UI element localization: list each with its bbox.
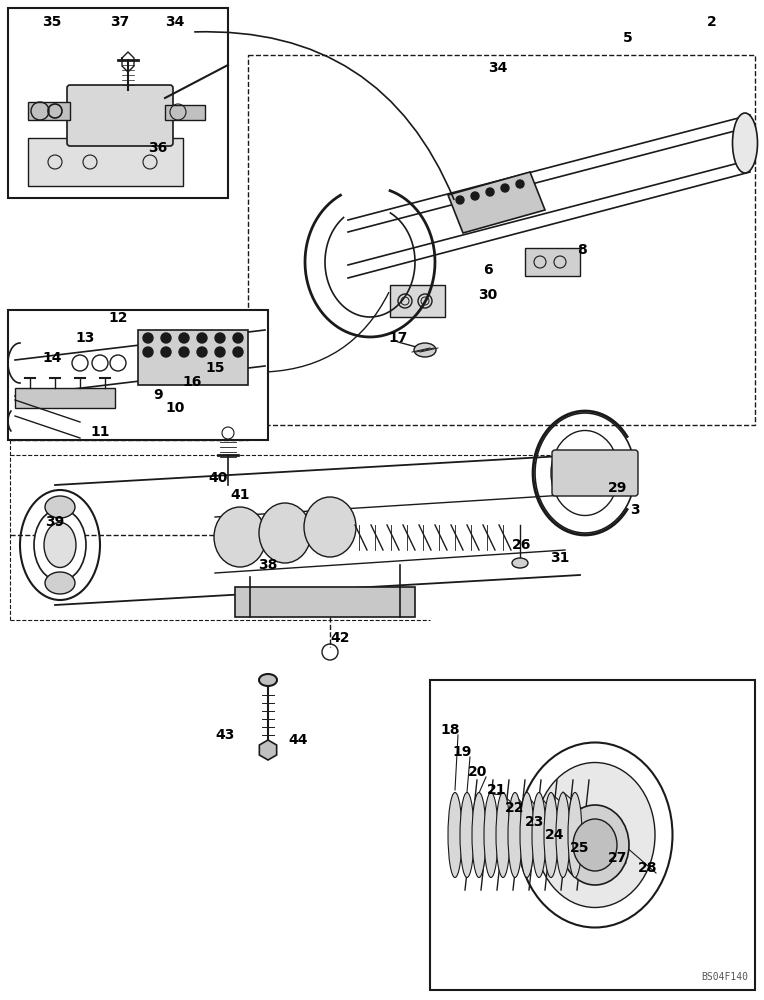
Ellipse shape: [259, 674, 277, 686]
Ellipse shape: [484, 792, 498, 878]
Ellipse shape: [259, 503, 311, 563]
Text: 10: 10: [165, 401, 185, 415]
Bar: [28, 102, 70, 120]
Text: 40: 40: [209, 471, 228, 485]
Bar: [28, 138, 183, 186]
Text: 15: 15: [206, 361, 225, 375]
Text: 9: 9: [154, 388, 163, 402]
Bar: [15, 388, 115, 408]
Circle shape: [486, 188, 494, 196]
Text: 24: 24: [545, 828, 565, 842]
Ellipse shape: [460, 792, 474, 878]
Bar: [165, 105, 205, 120]
Text: 34: 34: [165, 15, 185, 29]
Text: 44: 44: [288, 733, 308, 747]
Text: 38: 38: [258, 558, 277, 572]
Ellipse shape: [496, 792, 510, 878]
Text: 35: 35: [42, 15, 62, 29]
Bar: [8, 8, 228, 198]
Text: 8: 8: [577, 243, 587, 257]
Circle shape: [233, 347, 243, 357]
Circle shape: [143, 333, 153, 343]
Ellipse shape: [44, 522, 76, 568]
Ellipse shape: [733, 113, 757, 173]
Text: BS04F140: BS04F140: [701, 972, 748, 982]
Ellipse shape: [45, 496, 75, 518]
Ellipse shape: [214, 507, 266, 567]
Ellipse shape: [573, 819, 617, 871]
Text: 22: 22: [505, 801, 525, 815]
Bar: [138, 330, 248, 385]
Text: 31: 31: [550, 551, 570, 565]
Text: 42: 42: [330, 631, 350, 645]
Bar: [525, 248, 580, 276]
Text: 43: 43: [215, 728, 235, 742]
Circle shape: [215, 333, 225, 343]
Text: 39: 39: [45, 515, 65, 529]
Bar: [430, 680, 755, 990]
Text: 34: 34: [488, 61, 508, 75]
Text: 14: 14: [42, 351, 62, 365]
Text: 5: 5: [623, 31, 633, 45]
Ellipse shape: [508, 792, 522, 878]
Text: 30: 30: [478, 288, 497, 302]
Text: 16: 16: [183, 375, 202, 389]
Text: 41: 41: [230, 488, 250, 502]
Text: 6: 6: [483, 263, 493, 277]
Text: 23: 23: [526, 815, 545, 829]
FancyBboxPatch shape: [552, 450, 638, 496]
Text: 25: 25: [570, 841, 590, 855]
Text: 21: 21: [487, 783, 507, 797]
Ellipse shape: [568, 792, 582, 878]
Circle shape: [161, 347, 171, 357]
Polygon shape: [448, 172, 545, 233]
Ellipse shape: [544, 792, 558, 878]
FancyBboxPatch shape: [67, 85, 173, 146]
Text: 17: 17: [388, 331, 408, 345]
Text: 36: 36: [148, 141, 167, 155]
Circle shape: [456, 196, 464, 204]
Text: 11: 11: [90, 425, 110, 439]
Circle shape: [215, 347, 225, 357]
Text: 28: 28: [638, 861, 658, 875]
Ellipse shape: [532, 792, 546, 878]
Text: 19: 19: [452, 745, 471, 759]
Ellipse shape: [304, 497, 356, 557]
Ellipse shape: [535, 762, 655, 908]
Ellipse shape: [414, 343, 436, 357]
Ellipse shape: [520, 792, 534, 878]
Circle shape: [143, 347, 153, 357]
Text: 18: 18: [440, 723, 460, 737]
Text: 27: 27: [608, 851, 628, 865]
Circle shape: [179, 347, 189, 357]
Text: 3: 3: [630, 503, 639, 517]
Circle shape: [471, 192, 479, 200]
Circle shape: [179, 333, 189, 343]
Circle shape: [233, 333, 243, 343]
Ellipse shape: [448, 792, 462, 878]
Text: 12: 12: [108, 311, 128, 325]
Ellipse shape: [512, 558, 528, 568]
Circle shape: [516, 180, 524, 188]
Bar: [235, 587, 415, 617]
Text: 20: 20: [468, 765, 487, 779]
Circle shape: [161, 333, 171, 343]
Ellipse shape: [561, 805, 629, 885]
Text: 26: 26: [513, 538, 532, 552]
Ellipse shape: [34, 509, 86, 581]
Text: 29: 29: [608, 481, 628, 495]
Circle shape: [501, 184, 509, 192]
Ellipse shape: [472, 792, 486, 878]
Ellipse shape: [45, 572, 75, 594]
Text: 37: 37: [110, 15, 130, 29]
Circle shape: [197, 333, 207, 343]
Ellipse shape: [556, 792, 570, 878]
Bar: [8, 310, 268, 440]
Bar: [390, 285, 445, 317]
Circle shape: [197, 347, 207, 357]
Bar: [248, 55, 755, 425]
Text: 2: 2: [707, 15, 717, 29]
Text: 13: 13: [76, 331, 95, 345]
